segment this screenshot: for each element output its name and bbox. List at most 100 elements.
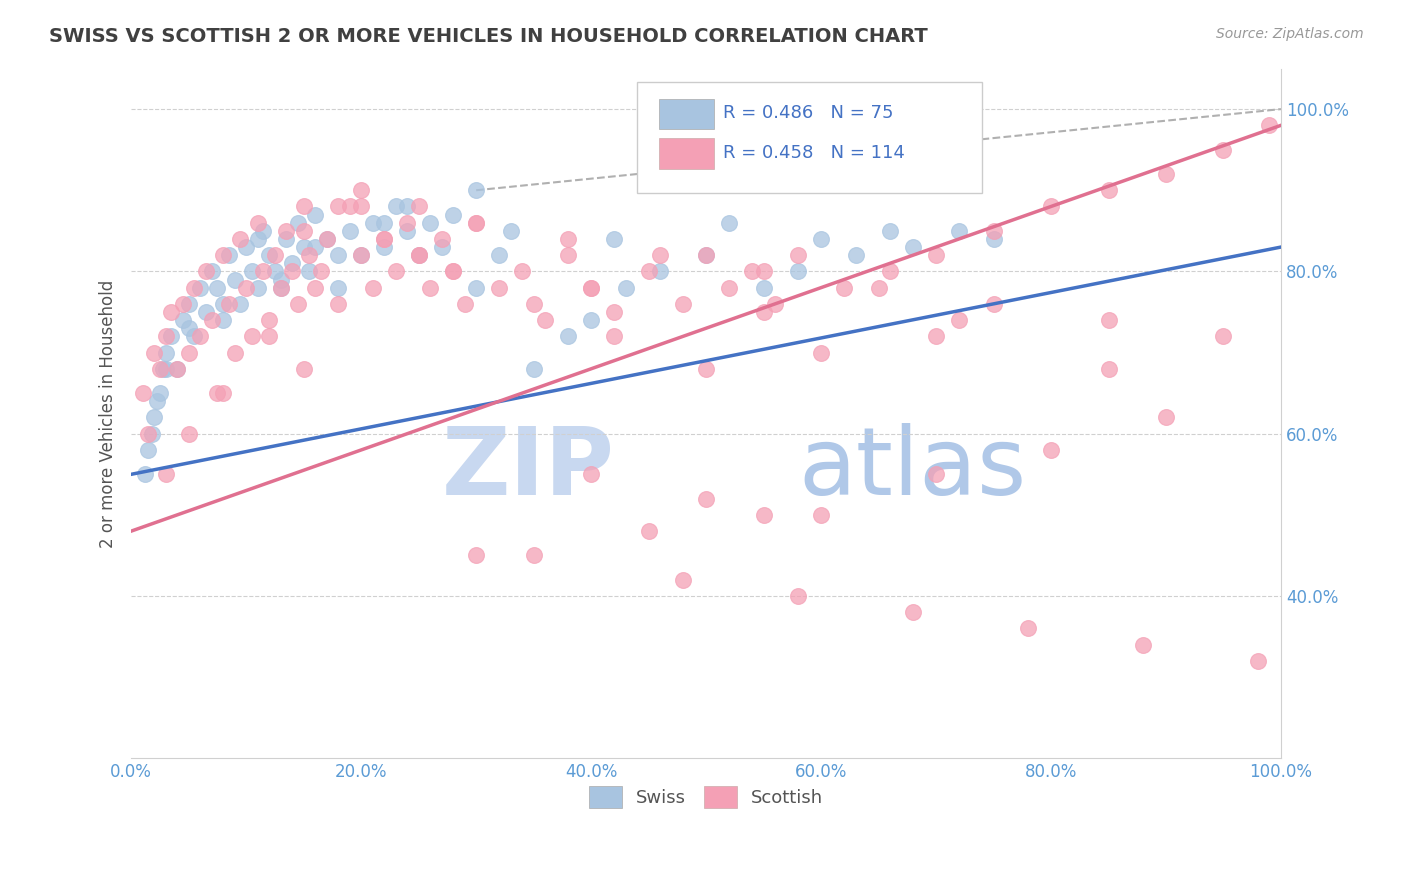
Point [270, 280, 292, 294]
Point [152, 361, 174, 376]
Point [373, 240, 395, 254]
Point [718, 216, 741, 230]
Point [160, 329, 183, 343]
Point [408, 248, 430, 262]
Point [183, 329, 205, 343]
Point [270, 272, 292, 286]
Point [1212, 143, 1234, 157]
Point [350, 248, 373, 262]
Point [339, 224, 361, 238]
Point [579, 467, 602, 482]
Point [1154, 167, 1177, 181]
Point [441, 264, 464, 278]
Point [741, 264, 763, 278]
Point [373, 232, 395, 246]
Point [579, 280, 602, 294]
Point [901, 605, 924, 619]
Point [603, 329, 626, 343]
Point [879, 224, 901, 238]
Point [579, 313, 602, 327]
Point [350, 183, 373, 197]
Point [603, 232, 626, 246]
Point [1097, 361, 1119, 376]
Point [304, 208, 326, 222]
Point [212, 386, 235, 401]
Point [1097, 313, 1119, 327]
Point [465, 216, 488, 230]
Point [810, 345, 832, 359]
Point [270, 280, 292, 294]
Point [328, 199, 350, 213]
Point [246, 232, 269, 246]
Point [488, 280, 510, 294]
Point [328, 248, 350, 262]
Point [373, 232, 395, 246]
Text: SWISS VS SCOTTISH 2 OR MORE VEHICLES IN HOUSEHOLD CORRELATION CHART: SWISS VS SCOTTISH 2 OR MORE VEHICLES IN … [49, 27, 928, 45]
Point [579, 280, 602, 294]
Point [752, 264, 775, 278]
Point [229, 297, 252, 311]
Point [240, 264, 263, 278]
Point [557, 232, 579, 246]
Point [292, 199, 315, 213]
Point [160, 305, 183, 319]
Point [810, 232, 832, 246]
Point [350, 199, 373, 213]
Point [138, 426, 160, 441]
Point [195, 305, 218, 319]
Point [695, 491, 717, 506]
Point [441, 208, 464, 222]
Point [155, 467, 177, 482]
Point [637, 524, 659, 538]
Point [257, 313, 280, 327]
Point [134, 467, 156, 482]
Point [396, 199, 419, 213]
Text: atlas: atlas [799, 423, 1026, 515]
Point [752, 508, 775, 522]
Text: R = 0.486   N = 75: R = 0.486 N = 75 [723, 104, 894, 122]
Point [845, 248, 868, 262]
Point [145, 394, 167, 409]
Point [419, 280, 441, 294]
Point [315, 232, 337, 246]
Point [430, 232, 453, 246]
Point [672, 297, 695, 311]
Point [488, 248, 510, 262]
Point [718, 280, 741, 294]
Point [240, 329, 263, 343]
Point [143, 410, 166, 425]
Point [361, 280, 384, 294]
Point [177, 321, 200, 335]
Point [304, 280, 326, 294]
Point [309, 264, 332, 278]
Point [292, 240, 315, 254]
Point [901, 240, 924, 254]
Point [499, 224, 522, 238]
Point [441, 264, 464, 278]
Point [304, 240, 326, 254]
Point [177, 345, 200, 359]
Point [218, 248, 240, 262]
Point [557, 329, 579, 343]
Point [257, 248, 280, 262]
Point [155, 345, 177, 359]
Point [252, 264, 274, 278]
Point [328, 297, 350, 311]
Point [1017, 622, 1039, 636]
Point [287, 216, 309, 230]
Point [218, 297, 240, 311]
Point [252, 224, 274, 238]
Point [155, 361, 177, 376]
Point [396, 216, 419, 230]
Point [224, 345, 246, 359]
Point [212, 313, 235, 327]
Point [763, 297, 786, 311]
Point [188, 280, 211, 294]
Point [373, 216, 395, 230]
Point [948, 313, 970, 327]
Point [695, 361, 717, 376]
Point [149, 386, 172, 401]
FancyBboxPatch shape [659, 99, 714, 129]
Point [648, 264, 671, 278]
Legend: Swiss, Scottish: Swiss, Scottish [582, 779, 831, 815]
